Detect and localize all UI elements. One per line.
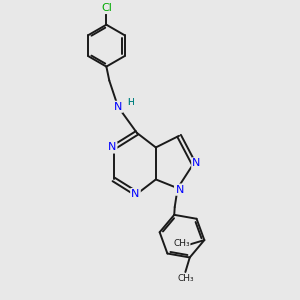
Text: N: N bbox=[175, 184, 183, 195]
Text: N: N bbox=[108, 142, 116, 152]
Text: N: N bbox=[114, 102, 122, 112]
Text: Cl: Cl bbox=[101, 3, 112, 13]
Text: H: H bbox=[127, 98, 134, 107]
Text: N: N bbox=[108, 142, 116, 152]
Text: N: N bbox=[131, 189, 140, 199]
Text: H: H bbox=[127, 98, 134, 107]
Text: N: N bbox=[114, 102, 122, 112]
Text: N: N bbox=[131, 189, 140, 199]
Text: CH₃: CH₃ bbox=[178, 274, 194, 283]
Text: N: N bbox=[192, 158, 201, 168]
Text: N: N bbox=[192, 158, 201, 168]
Text: CH₃: CH₃ bbox=[173, 239, 190, 248]
Text: Cl: Cl bbox=[101, 3, 112, 13]
Text: N: N bbox=[176, 184, 184, 195]
